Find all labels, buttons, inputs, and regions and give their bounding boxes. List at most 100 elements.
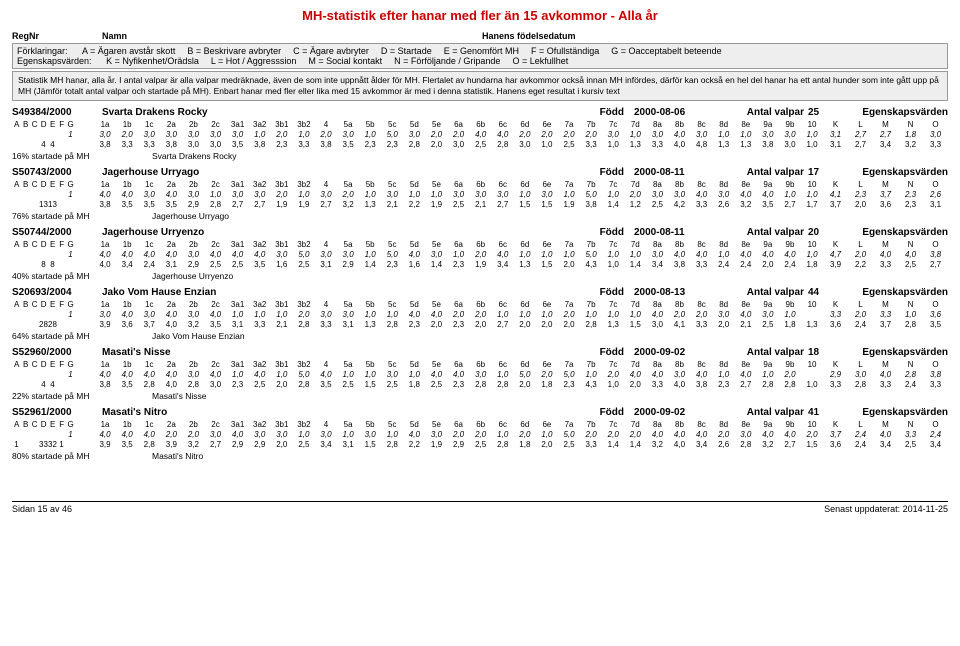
cell: 2,5 [204,260,226,269]
cell: 2,8 [381,440,403,449]
cell: 4,0 [873,250,898,259]
cell: 2,3 [381,260,403,269]
cell: 2,0 [448,430,470,439]
cell: 4,0 [138,430,160,439]
cell: 3,6 [923,310,948,319]
col-hdr: 1a [94,240,116,249]
cell: 2,8 [898,320,923,329]
cell: 1,4 [602,200,624,209]
cell: 3,7 [823,200,848,209]
col-hdr: 2a [160,300,182,309]
col-hdr: 5b [359,180,381,189]
col-hdr: 1a [94,300,116,309]
cell: 3,2 [182,320,204,329]
cell: 3,8 [580,200,602,209]
cell: 4,0 [873,370,898,379]
col-hdr: A [12,120,21,129]
col-hdr: 1c [138,300,160,309]
cell: 3,0 [425,250,447,259]
cell: 1,2 [624,200,646,209]
cell: 3,8 [923,370,948,379]
col-hdr: 10 [801,240,823,249]
cell: 3,6 [823,440,848,449]
cell: 2,5 [558,440,580,449]
cell: 2,1 [735,320,757,329]
dog-block: S50743/2000Jagerhouse UrryagoFödd2000-08… [12,167,948,221]
col-hdr: 5a [337,180,359,189]
dog-header: S52960/2000Masati's NisseFödd2000-09-02A… [12,347,948,358]
cell: 4,0 [757,250,779,259]
cell: 1 [57,440,66,449]
cell: 2,8 [138,380,160,389]
col-hdr: 9a [757,180,779,189]
cell: 4,0 [624,370,646,379]
col-hdr: C [30,420,39,429]
cell: 1,4 [425,260,447,269]
cell: 1,9 [271,200,293,209]
cell: 1,0 [624,250,646,259]
cell: 1,6 [271,260,293,269]
cell: 3,3 [646,140,668,149]
cell: 2,9 [448,440,470,449]
dog-date: 2000-09-02 [624,347,714,358]
cell: 3,2 [898,140,923,149]
cell: 3,9 [823,260,848,269]
cell: 2,5 [381,380,403,389]
cell: 4,0 [668,130,690,139]
cell [801,370,823,379]
cell: 2,5 [558,140,580,149]
cell: 2,8 [470,380,492,389]
cell: 2,5 [646,200,668,209]
cell: 1,3 [514,260,536,269]
cell: 3,2 [757,440,779,449]
col-hdr: 9a [757,420,779,429]
cell: 1,5 [359,380,381,389]
cell: 1,8 [403,380,425,389]
cell: 2,8 [381,320,403,329]
cell: 1,0 [558,250,580,259]
cell: 2,7 [848,130,873,139]
col-hdr: C [30,120,39,129]
av-label: Antal valpar [714,287,804,298]
cell: 3,0 [315,310,337,319]
dog-name-repeat: Masati's Nitro [152,451,948,461]
data-row: 14,04,04,04,03,04,04,04,03,05,03,03,01,0… [12,250,948,259]
col-hdr: L [848,360,873,369]
col-hdr: O [923,420,948,429]
cell: 13 [39,200,48,209]
cell: 2,3 [898,190,923,199]
col-hdr: L [848,180,873,189]
fodd-label: Född [584,407,624,418]
cell: 28 [39,320,48,329]
col-hdr: O [923,120,948,129]
col-hdr: 1a [94,420,116,429]
col-hdr: M [873,180,898,189]
col-hdr: D [39,240,48,249]
cell: 1,0 [204,190,226,199]
footer-page: Sidan 15 av 46 [12,504,72,514]
col-hdr: 9b [779,360,801,369]
cell: 3,0 [271,250,293,259]
cell: 2,0 [337,190,359,199]
cell: 2,0 [536,370,558,379]
cell: 3,5 [923,320,948,329]
col-hdr: 8b [668,300,690,309]
cell: 3,2 [337,200,359,209]
data-row: 13,02,03,03,03,03,03,01,02,01,02,03,01,0… [12,130,948,139]
dog-footer: 16% startade på MHSvarta Drakens Rocky [12,151,948,161]
cell: 3,8 [315,140,337,149]
cell: 3,3 [116,140,138,149]
col-hdr: 7c [602,240,624,249]
cell: 1,0 [602,190,624,199]
cell: 1,5 [536,200,558,209]
cell: 3,0 [602,130,624,139]
dog-footer: 22% startade på MHMasati's Nisse [12,391,948,401]
col-hdr: L [848,120,873,129]
col-hdr: 6b [470,360,492,369]
cell: 1,8 [779,320,801,329]
legend-item: C = Ägare avbryter [293,46,369,56]
cell: 2,0 [713,320,735,329]
cell [801,310,823,319]
col-hdr: 7c [602,420,624,429]
cell: 2,6 [923,190,948,199]
